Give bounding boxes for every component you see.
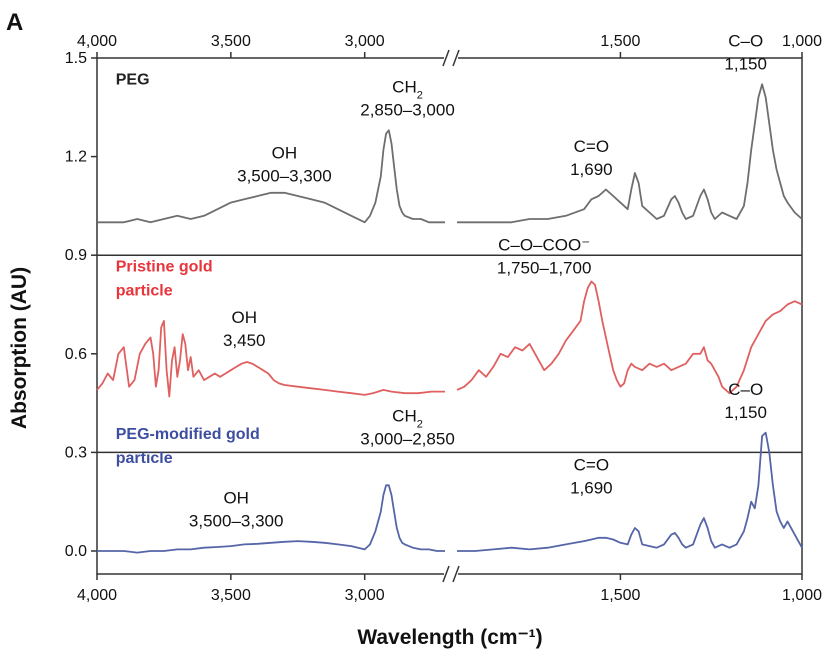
x-tick-label-top: 4,000 [77, 33, 117, 50]
series-label: particle [116, 283, 173, 300]
peak-annotation: 1,750–1,700 [497, 258, 592, 277]
x-tick-label-top: 3,500 [211, 33, 251, 50]
peak-annotation: C–O [728, 32, 763, 51]
peak-annotation: OH [223, 489, 249, 508]
x-tick-label-top: 3,000 [345, 33, 385, 50]
peak-annotation: 3,500–3,300 [189, 512, 284, 531]
series-label: Pristine gold [116, 259, 213, 276]
axis-break-slash [442, 565, 450, 583]
series-line-0-left [97, 129, 445, 224]
x-tick-label-bottom: 4,000 [77, 587, 117, 604]
x-tick-label-bottom: 1,500 [600, 587, 640, 604]
peak-annotation: 1,150 [724, 55, 767, 74]
series-line-2-right [457, 431, 803, 552]
x-tick-label-bottom: 1,000 [782, 587, 822, 604]
peak-annotation: 1,690 [570, 479, 613, 498]
y-tick-label: 0.3 [65, 444, 87, 461]
x-axis-title: Wavelength (cm⁻¹) [357, 626, 542, 649]
axis-break-slash [452, 49, 460, 67]
peak-annotation: C=O [574, 137, 609, 156]
peak-annotation: CH2 [392, 78, 423, 102]
y-tick-label: 1.2 [65, 149, 87, 166]
peak-annotation: OH [231, 308, 257, 327]
x-tick-label-bottom: 3,000 [345, 587, 385, 604]
y-tick-label: 0.0 [65, 543, 87, 560]
series-line-0-right [457, 83, 803, 224]
series-label: PEG [116, 71, 150, 88]
peak-annotation: 1,690 [570, 160, 613, 179]
axis-break-gap-top [444, 55, 458, 61]
series-line-1-right [456, 280, 803, 395]
peak-annotation: 3,450 [223, 331, 266, 350]
series-line-2-left [97, 484, 445, 554]
panel-letter: A [6, 9, 23, 36]
x-tick-label-top: 1,000 [782, 33, 822, 50]
peak-annotation: 1,150 [724, 403, 767, 422]
peak-annotation: C–O–COO⁻ [498, 235, 590, 254]
y-tick-label: 1.5 [65, 50, 87, 67]
series-line-1-left [96, 319, 445, 398]
peak-annotation: OH [272, 143, 298, 162]
axis-break-slash [452, 565, 460, 583]
series-label: PEG-modified gold [116, 426, 260, 443]
plot-area: 0.00.30.60.91.21.54,0004,0003,5003,5003,… [65, 32, 822, 604]
x-tick-label-top: 1,500 [600, 33, 640, 50]
peak-annotation: C–O [728, 380, 763, 399]
peak-annotation: 3,500–3,300 [237, 166, 332, 185]
plot-frame [96, 57, 803, 575]
axis-break-gap-bottom [444, 571, 458, 577]
peak-annotation: CH2 [392, 406, 423, 430]
peak-annotation: 3,000–2,850 [360, 429, 455, 448]
y-tick-label: 0.6 [65, 346, 87, 363]
y-tick-label: 0.9 [65, 247, 87, 264]
series-label: particle [116, 450, 173, 467]
y-axis-title: Absorption (AU) [8, 267, 31, 429]
peak-annotation: 2,850–3,000 [360, 101, 455, 120]
x-tick-label-bottom: 3,500 [211, 587, 251, 604]
axis-break-slash [442, 49, 450, 67]
peak-annotation: C=O [574, 456, 609, 475]
